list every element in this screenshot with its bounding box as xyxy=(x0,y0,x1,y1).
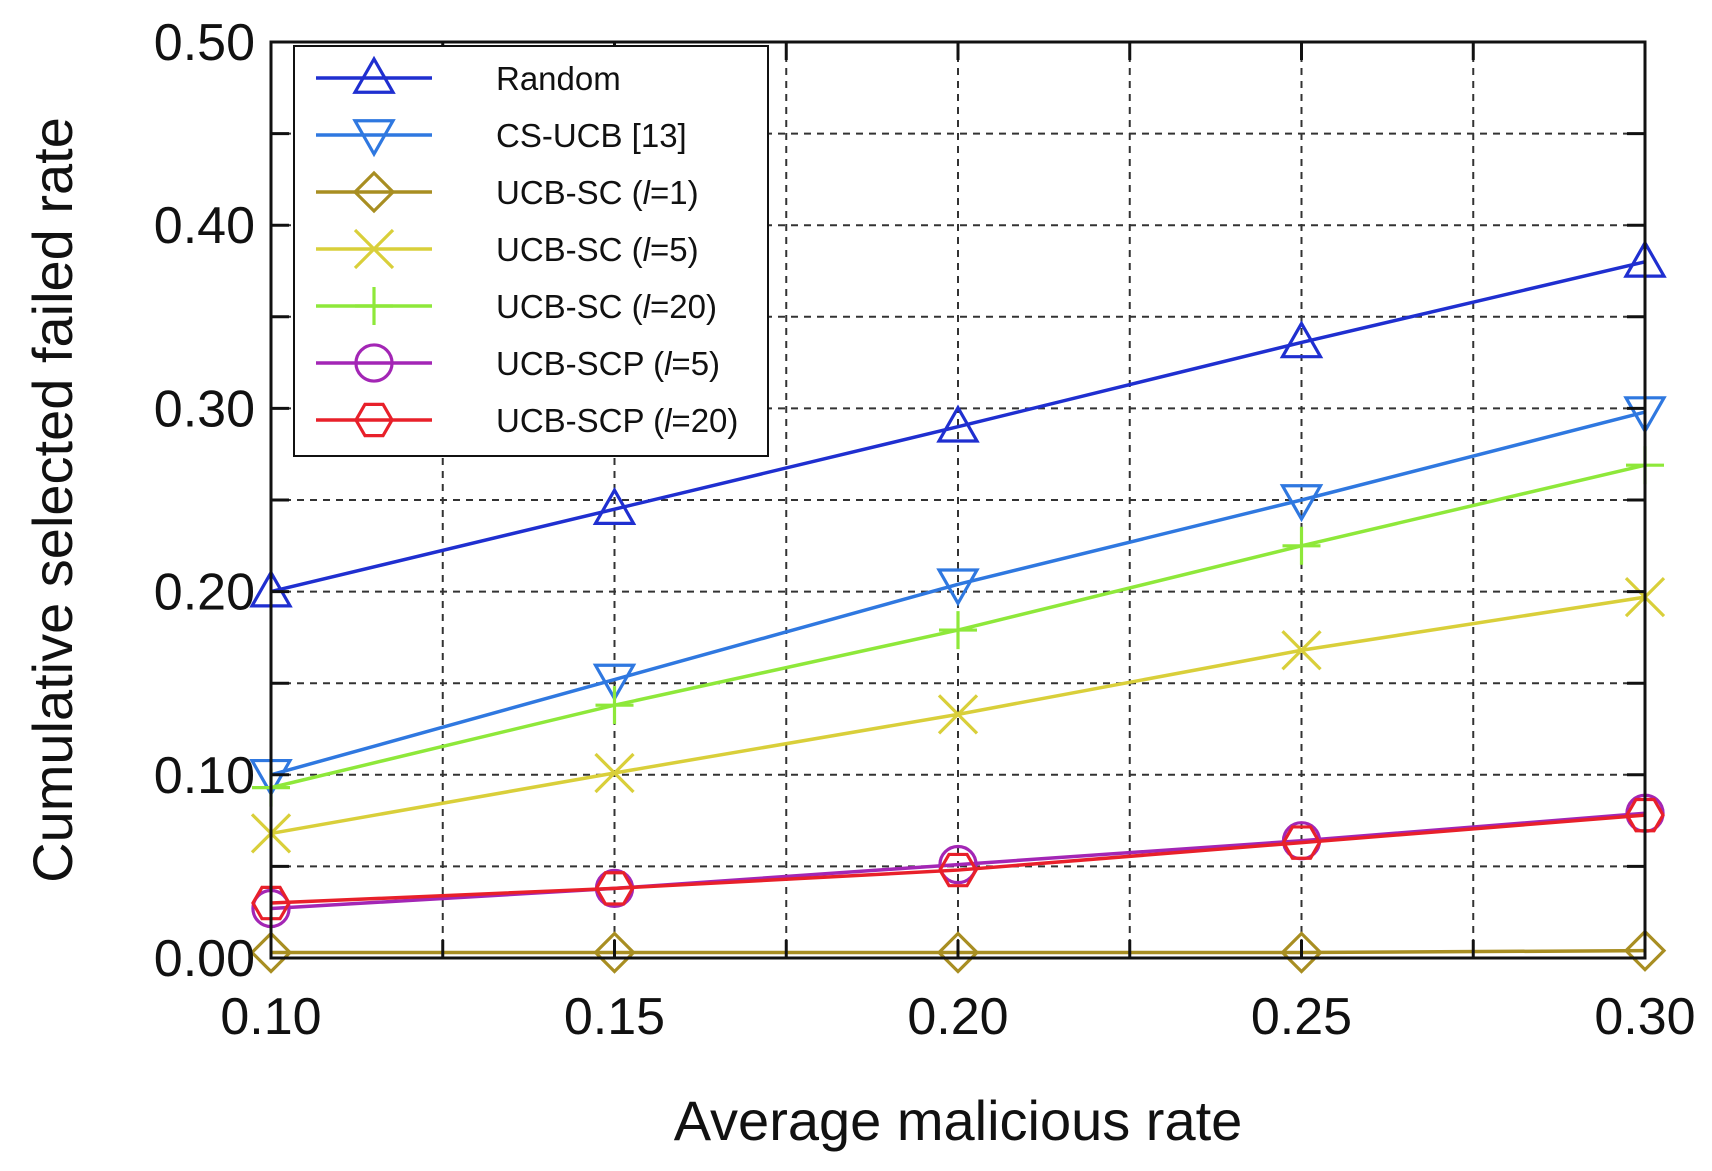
data-point-marker xyxy=(251,885,291,921)
data-point-marker xyxy=(594,752,635,794)
data-point-marker xyxy=(594,871,635,906)
series-line xyxy=(270,260,1646,594)
data-point-marker xyxy=(592,663,637,702)
legend-marker xyxy=(354,402,394,438)
series-layer xyxy=(249,239,1667,974)
x-tick-label: 0.15 xyxy=(564,988,665,1046)
y-tick-label: 0.20 xyxy=(154,564,255,622)
data-point-marker xyxy=(592,486,637,526)
legend-label: UCB-SCP (l=5) xyxy=(496,345,720,382)
legend-label: Random xyxy=(496,60,621,97)
legend-marker xyxy=(352,55,396,94)
data-point-marker xyxy=(595,686,634,725)
axis-ticks: 0.000.100.200.300.400.500.10 0.15 0.20 0.25… xyxy=(154,14,1696,1046)
legend-label: UCB-SC (l=1) xyxy=(496,174,699,211)
data-point-marker xyxy=(936,931,980,974)
legend-marker xyxy=(354,343,394,383)
y-tick-label: 0.30 xyxy=(154,380,255,438)
data-point-marker xyxy=(593,931,636,974)
x-tick-label: 0.10 xyxy=(220,988,321,1046)
legend-marker xyxy=(353,228,395,270)
legend-label: UCB-SC (l=5) xyxy=(496,231,699,268)
legend-marker xyxy=(355,287,393,325)
data-point-marker xyxy=(938,852,978,888)
data-point-marker xyxy=(937,694,979,735)
series-line xyxy=(270,811,1646,911)
y-tick-label: 0.10 xyxy=(154,747,255,805)
y-tick-label: 0.40 xyxy=(154,197,255,255)
data-point-marker xyxy=(1280,931,1323,974)
x-axis-title: Average malicious rate xyxy=(674,1089,1243,1152)
data-point-marker xyxy=(936,404,980,443)
data-point-marker xyxy=(938,844,978,885)
data-point-marker xyxy=(1281,825,1322,860)
series-line xyxy=(270,410,1646,777)
legend-marker xyxy=(352,119,396,158)
x-tick-label: 0.25 xyxy=(1251,988,1352,1046)
data-point-marker xyxy=(1279,320,1324,359)
y-tick-label: 0.50 xyxy=(154,14,255,72)
y-tick-label: 0.00 xyxy=(154,930,255,988)
legend: Random CS-UCB [13] UCB-SC (l=1) UCB-SC (l=5… xyxy=(293,45,769,457)
y-axis-title: Cumulative selected failed rate xyxy=(21,117,84,883)
data-point-marker xyxy=(1281,630,1322,671)
legend-label: UCB-SCP (l=20) xyxy=(496,402,738,439)
legend-label: CS-UCB [13] xyxy=(496,117,687,154)
data-point-marker xyxy=(1625,797,1665,833)
data-point-marker xyxy=(1282,526,1321,565)
legend-marker xyxy=(352,170,396,214)
data-point-marker xyxy=(249,931,293,974)
x-tick-label: 0.20 xyxy=(907,988,1008,1046)
legend-label: UCB-SC (l=20) xyxy=(496,288,717,325)
data-point-marker xyxy=(936,568,980,607)
data-point-marker xyxy=(939,611,977,650)
x-tick-label: 0.30 xyxy=(1594,988,1695,1046)
series-line xyxy=(270,813,1646,905)
data-point-marker xyxy=(1279,484,1324,523)
data-point-marker xyxy=(1623,929,1667,972)
